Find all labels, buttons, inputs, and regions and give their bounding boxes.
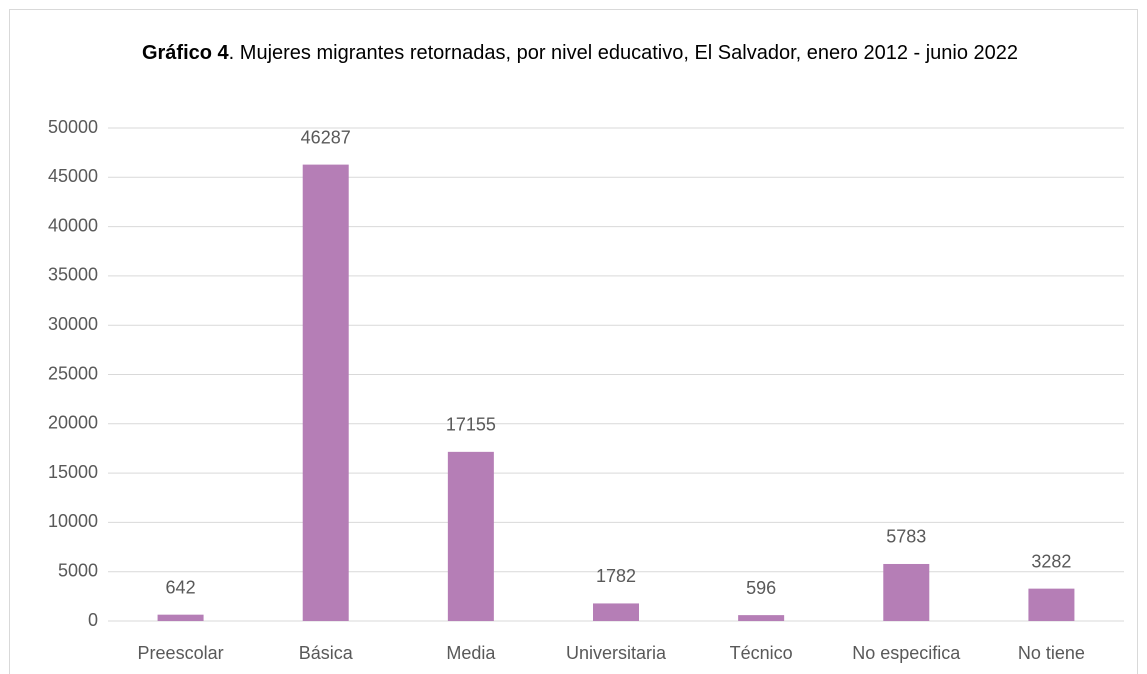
x-tick-label: Básica	[299, 643, 354, 663]
bar	[883, 563, 930, 621]
bar	[447, 451, 494, 621]
chart-title: Gráfico 4. Mujeres migrantes retornadas,…	[140, 38, 1020, 68]
y-tick-label: 40000	[48, 215, 98, 235]
x-tick-label: No especifica	[852, 643, 961, 663]
y-tick-label: 25000	[48, 363, 98, 383]
chart-border	[9, 9, 1138, 674]
y-tick-label: 30000	[48, 314, 98, 334]
x-tick-label: Media	[446, 643, 496, 663]
y-tick-label: 45000	[48, 166, 98, 186]
x-tick-label: No tiene	[1018, 643, 1085, 663]
y-tick-label: 5000	[58, 560, 98, 580]
x-tick-label: Técnico	[730, 643, 793, 663]
y-tick-label: 50000	[48, 117, 98, 137]
data-label: 3282	[1031, 551, 1071, 571]
title-text: . Mujeres migrantes retornadas, por nive…	[228, 42, 1019, 64]
bar	[738, 615, 785, 621]
data-label: 46287	[301, 127, 351, 147]
bar	[157, 614, 204, 621]
data-label: 596	[746, 578, 776, 598]
y-tick-label: 20000	[48, 413, 98, 433]
bar	[1028, 588, 1075, 621]
bar	[593, 603, 639, 621]
x-tick-label: Preescolar	[138, 643, 224, 663]
bar	[302, 164, 349, 622]
data-label: 1782	[596, 566, 636, 586]
x-tick-label: Universitaria	[566, 643, 667, 663]
data-label: 642	[166, 577, 196, 597]
y-tick-label: 15000	[48, 462, 98, 482]
y-tick-label: 0	[88, 610, 98, 630]
data-label: 5783	[886, 527, 926, 547]
title-bold: Gráfico 4	[141, 42, 229, 64]
y-tick-label: 35000	[48, 265, 98, 285]
y-tick-label: 10000	[48, 511, 98, 531]
data-label: 17155	[446, 415, 496, 435]
